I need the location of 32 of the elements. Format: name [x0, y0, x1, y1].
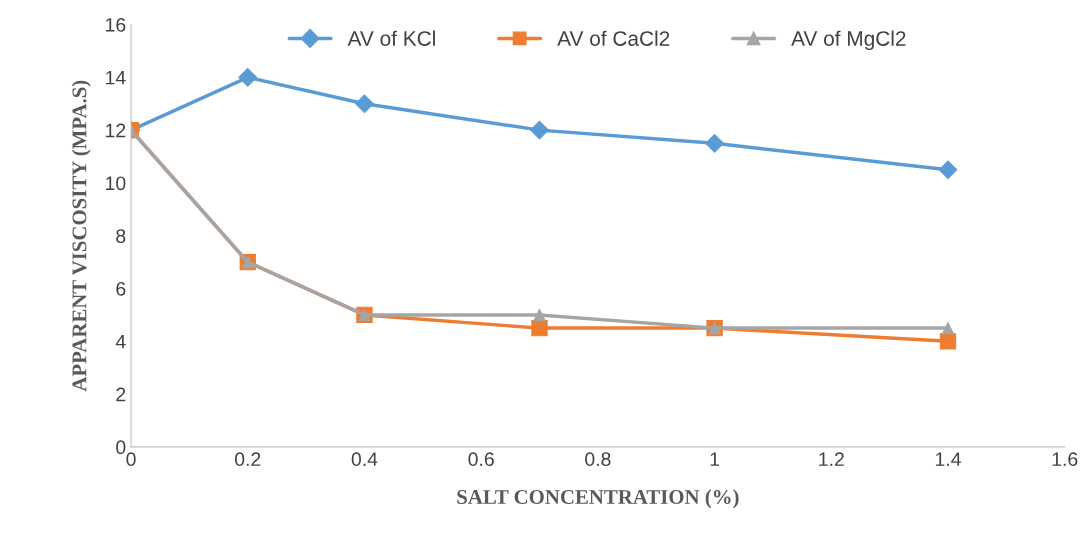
legend-label: AV of KCl — [347, 30, 435, 46]
y-tick-label: 12 — [106, 123, 126, 138]
x-tick-label: 0.6 — [468, 452, 494, 467]
x-tick-label: 1.2 — [819, 452, 844, 466]
y-tick-label: 4 — [115, 334, 126, 349]
point — [938, 160, 958, 180]
x-axis-title: SALT CONCENTRATION (%) — [457, 489, 739, 509]
point — [939, 333, 957, 350]
point — [530, 120, 549, 140]
point — [705, 133, 724, 153]
point — [531, 319, 548, 337]
y-tick-label: 2 — [116, 387, 126, 402]
point — [533, 308, 546, 321]
y-tick-label: 10 — [106, 176, 126, 191]
x-tick-label: 1.4 — [935, 452, 961, 466]
y-tick-label: 8 — [116, 229, 126, 243]
x-tick-label: 1 — [710, 452, 720, 466]
point — [355, 94, 374, 114]
x-tick-label: 0.4 — [351, 452, 378, 467]
x-tick-label: 0.2 — [234, 452, 261, 467]
x-tick-label: 1.6 — [1052, 452, 1078, 467]
y-axis-title: APPARENT VISCOSITY (MPA.S) — [71, 80, 91, 392]
point — [941, 322, 955, 335]
y-tick-label: 16 — [106, 17, 126, 32]
legend-label: AV of CaCl2 — [557, 30, 670, 46]
x-tick-label: 0 — [126, 452, 136, 467]
y-tick-label: 14 — [106, 70, 126, 85]
point — [238, 67, 258, 87]
y-tick-label: 6 — [116, 281, 126, 296]
legend-label: AV of MgCl2 — [791, 30, 906, 51]
y-tick-label: 0 — [116, 440, 126, 455]
x-tick-label: 0.8 — [585, 452, 611, 467]
